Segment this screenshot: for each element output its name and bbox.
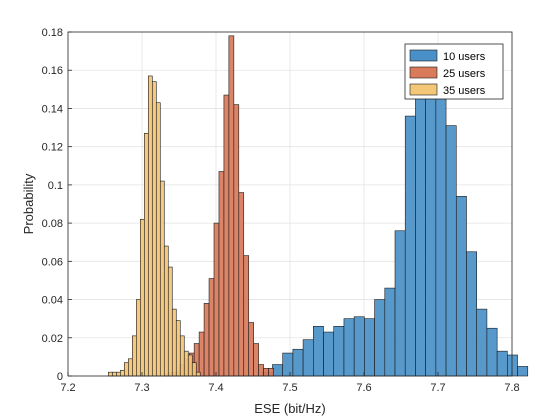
- bar-series-1: [208, 278, 215, 377]
- bar-series-2: [116, 371, 121, 377]
- bar-series-1: [258, 364, 264, 377]
- x-ticks: 7.2 7.3 7.4 7.5 7.6 7.7 7.8: [60, 372, 520, 394]
- bar-series-2: [147, 75, 153, 377]
- bar-series-2: [155, 102, 161, 377]
- bar-series-0: [445, 125, 457, 377]
- x-tick-label: 7.4: [208, 382, 223, 394]
- bar-series-2: [191, 362, 197, 377]
- y-tick-label: 0.08: [42, 218, 63, 230]
- bar-series-0: [496, 350, 508, 377]
- bar-series-2: [124, 362, 129, 377]
- bar-series-1: [268, 368, 274, 377]
- bar-series-0: [466, 251, 478, 377]
- y-tick-label: 0.14: [42, 103, 63, 115]
- legend-label: 35 users: [443, 85, 486, 97]
- x-tick-label: 7.3: [134, 382, 149, 394]
- bar-series-2: [159, 180, 165, 377]
- bar-series-1: [243, 255, 250, 377]
- bar-series-2: [187, 354, 193, 377]
- bar-series-0: [343, 318, 355, 377]
- y-tick-label: 0.02: [42, 333, 63, 345]
- bar-series-2: [151, 81, 157, 377]
- bar-series-1: [253, 343, 259, 377]
- bar-series-2: [175, 320, 181, 377]
- bar-series-0: [374, 299, 386, 377]
- x-tick-label: 7.8: [504, 382, 519, 394]
- x-tick-label: 7.5: [282, 382, 297, 394]
- x-tick-label: 7.6: [356, 382, 371, 394]
- bar-series-2: [195, 371, 201, 377]
- bar-series-2: [183, 350, 189, 377]
- bar-series-2: [112, 371, 117, 377]
- bar-series-2: [132, 335, 137, 377]
- bar-series-0: [384, 287, 396, 377]
- y-tick-label: 0.06: [42, 256, 63, 268]
- y-tick-label: 0.04: [42, 295, 63, 307]
- bar-series-0: [353, 316, 365, 377]
- bar-series-1: [263, 368, 269, 377]
- bar-series-0: [476, 308, 488, 377]
- bar-series-0: [455, 196, 467, 377]
- legend-swatch: [409, 83, 438, 96]
- legend-swatch: [409, 49, 438, 62]
- bar-series-1: [203, 303, 210, 377]
- x-axis-label: ESE (bit/Hz): [254, 401, 326, 416]
- bar-series-1: [233, 104, 240, 377]
- bar-series-1: [198, 331, 205, 377]
- bar-series-2: [163, 245, 169, 377]
- bar-series-0: [507, 354, 518, 377]
- bar-series-0: [282, 352, 294, 377]
- bar-series-1: [238, 192, 245, 377]
- bar-series-2: [128, 358, 133, 377]
- bar-series-1: [213, 222, 220, 377]
- legend: 10 users 25 users 35 users: [404, 43, 504, 100]
- bar-series-2: [167, 266, 173, 377]
- bar-series-1: [218, 171, 225, 377]
- bar-series-0: [333, 326, 345, 377]
- bar-series-0: [323, 331, 335, 377]
- y-ticks: 0 0.02 0.04 0.06 0.08 0.1 0.12 0.14 0.16 0.18: [42, 27, 72, 383]
- y-tick-label: 0.1: [48, 180, 63, 192]
- bar-series-0: [425, 58, 437, 377]
- bar-series-0: [394, 230, 406, 377]
- bar-series-0: [292, 348, 304, 377]
- y-tick-label: 0.18: [42, 27, 63, 39]
- bar-series-1: [228, 35, 235, 377]
- bar-series-2: [136, 299, 141, 377]
- bar-series-1: [223, 94, 230, 377]
- y-axis-label: Probability: [21, 173, 36, 234]
- bar-series-0: [364, 318, 375, 377]
- bar-series-0: [404, 115, 416, 377]
- bar-series-0: [415, 89, 426, 377]
- bar-series-0: [302, 339, 314, 377]
- bar-series-0: [486, 327, 498, 377]
- bar-series-0: [435, 81, 447, 377]
- legend-label: 25 users: [443, 68, 486, 80]
- legend-swatch: [409, 66, 438, 79]
- x-tick-label: 7.2: [60, 382, 75, 394]
- bar-series-2: [171, 308, 177, 377]
- legend-label: 10 users: [443, 51, 486, 63]
- bar-series-2: [179, 335, 185, 377]
- y-tick-label: 0.16: [42, 65, 63, 77]
- bar-series-2: [108, 371, 113, 377]
- bar-series-2: [139, 218, 145, 377]
- bar-series-2: [120, 369, 125, 377]
- y-tick-label: 0.12: [42, 142, 63, 154]
- x-tick-label: 7.7: [430, 382, 445, 394]
- bar-series-2: [143, 132, 149, 377]
- bar-series-0: [517, 366, 529, 377]
- y-tick-label: 0: [57, 371, 63, 383]
- bar-series-0: [313, 326, 324, 377]
- bar-series-0: [272, 364, 283, 377]
- bar-series-1: [248, 322, 254, 377]
